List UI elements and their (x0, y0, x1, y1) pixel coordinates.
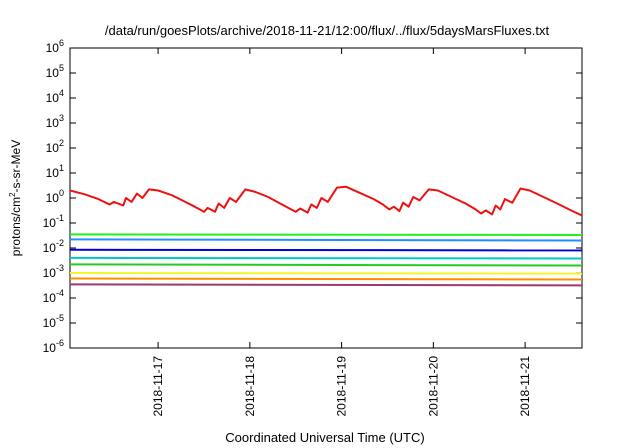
y-axis-label: protons/cm2-s-sr-MeV (8, 140, 23, 256)
y-tick-label: 10-1 (43, 213, 64, 230)
series-line-8 (70, 283, 582, 287)
series-line-1 (70, 233, 582, 236)
chart-title: /data/run/goesPlots/archive/2018-11-21/1… (105, 23, 550, 38)
x-axis: 2018-11-17 2018-11-18 2018-11-19 2018-11-20… (151, 48, 532, 417)
series-line-4 (70, 256, 582, 260)
y-tick-label: 10-2 (43, 238, 64, 255)
y-tick-label: 101 (46, 163, 64, 180)
y-tick-label: 105 (46, 63, 64, 80)
y-tick-label: 104 (46, 88, 64, 105)
y-tick-label: 10-3 (43, 263, 64, 280)
series-line-6 (70, 272, 582, 275)
series-line-2 (70, 238, 582, 242)
series-group (70, 185, 582, 287)
series-line-3 (70, 248, 582, 252)
y-tick-label: 10-5 (43, 313, 64, 330)
plot-frame (69, 47, 583, 349)
x-tick-label: 2018-11-17 (151, 356, 165, 417)
series-line-7 (70, 277, 582, 281)
x-axis-label: Coordinated Universal Time (UTC) (225, 430, 424, 445)
y-tick-label: 102 (46, 138, 64, 155)
x-tick-label: 2018-11-19 (335, 356, 349, 417)
y-tick-label: 103 (46, 113, 64, 130)
x-tick-label: 2018-11-20 (426, 356, 440, 417)
series-line-0 (70, 185, 582, 217)
x-tick-label: 2018-11-18 (243, 356, 257, 417)
y-tick-label: 10-6 (43, 338, 64, 355)
y-tick-label: 100 (46, 188, 64, 205)
y-tick-label: 106 (46, 38, 64, 55)
x-tick-label: 2018-11-21 (518, 356, 532, 417)
series-line-5 (70, 263, 582, 267)
y-axis: 10-6 10-5 10-4 10-3 10-2 10-1 100 101 102 103 104 1… (43, 38, 582, 355)
y-tick-label: 10-4 (43, 288, 64, 305)
